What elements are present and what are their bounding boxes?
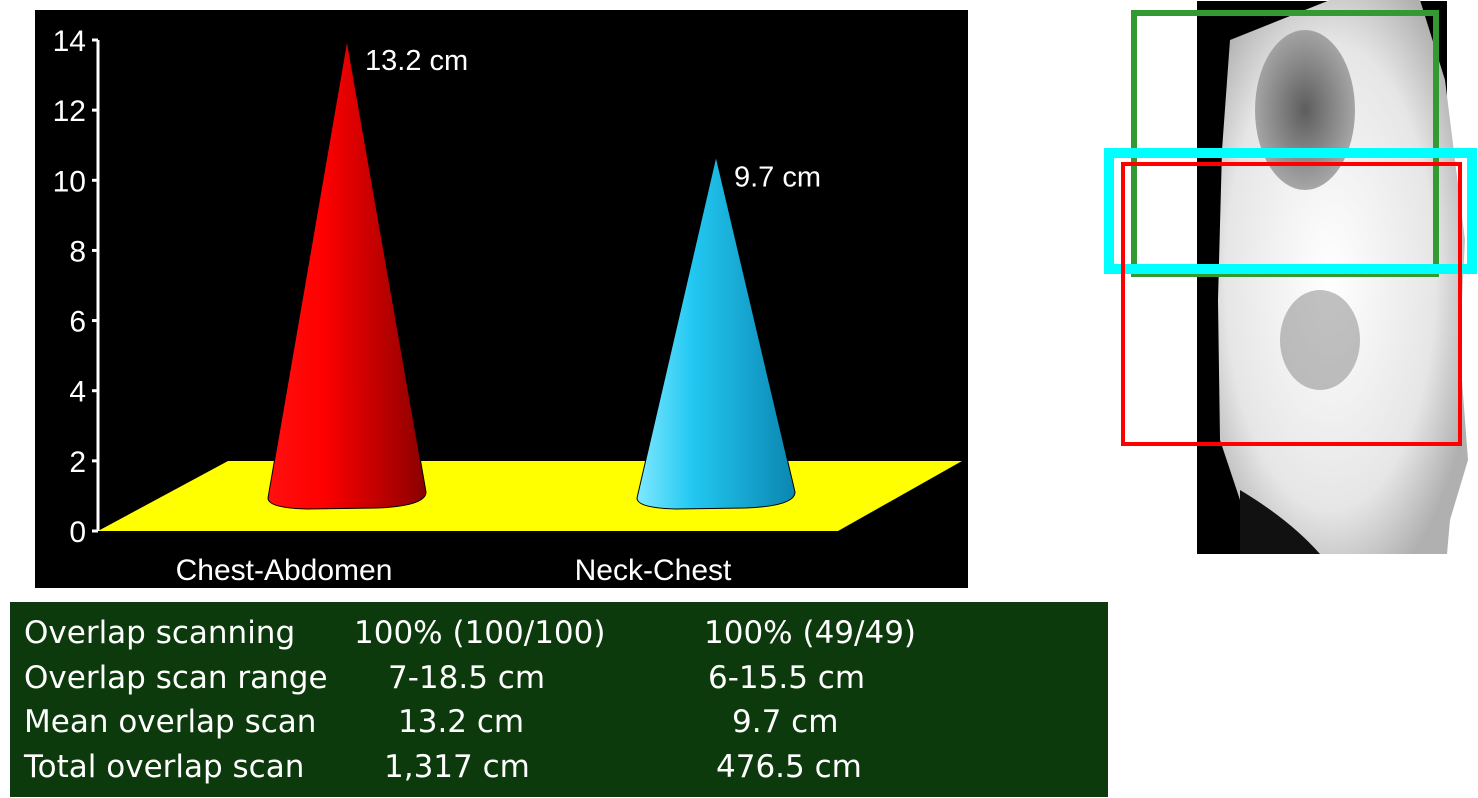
cone-neck-chest [636,156,796,510]
xray-panel [1104,0,1477,554]
y-tick-label: 10 [53,165,86,198]
y-tick-label: 2 [69,446,86,479]
cone-chest-abdomen [267,39,427,510]
neck-chest-value: 100% (49/49) [704,615,917,651]
row-label: Mean overlap scan [24,704,317,740]
y-tick-label: 14 [53,25,86,58]
neck-chest-value: 6-15.5 cm [708,660,866,696]
overlap-box [1104,148,1477,274]
chest-abdomen-box [1121,162,1462,446]
data-label: 13.2 cm [365,45,468,77]
x-label-chest-abdomen: Chest-Abdomen [176,554,393,587]
y-tick-label: 4 [69,376,86,409]
row-label: Overlap scanning [24,615,296,651]
neck-chest-value: 476.5 cm [716,749,862,785]
chart-floor [98,461,962,531]
chest-abdomen-value: 13.2 cm [398,704,525,740]
y-tick-label: 0 [69,516,86,549]
chest-abdomen-value: 7-18.5 cm [388,660,546,696]
y-tick-label: 8 [69,235,86,268]
chest-abdomen-value: 1,317 cm [384,749,530,785]
x-label-neck-chest: Neck-Chest [575,554,732,587]
stats-table: Overlap scanning 100% (100/100) 100% (49… [10,602,1108,797]
y-tick-label: 6 [69,306,86,339]
y-tick-label: 12 [53,95,86,128]
row-label: Overlap scan range [24,660,328,696]
row-label: Total overlap scan [24,749,305,785]
chest-abdomen-value: 100% (100/100) [354,615,606,651]
neck-chest-value: 9.7 cm [732,704,839,740]
data-label: 9.7 cm [734,161,821,193]
